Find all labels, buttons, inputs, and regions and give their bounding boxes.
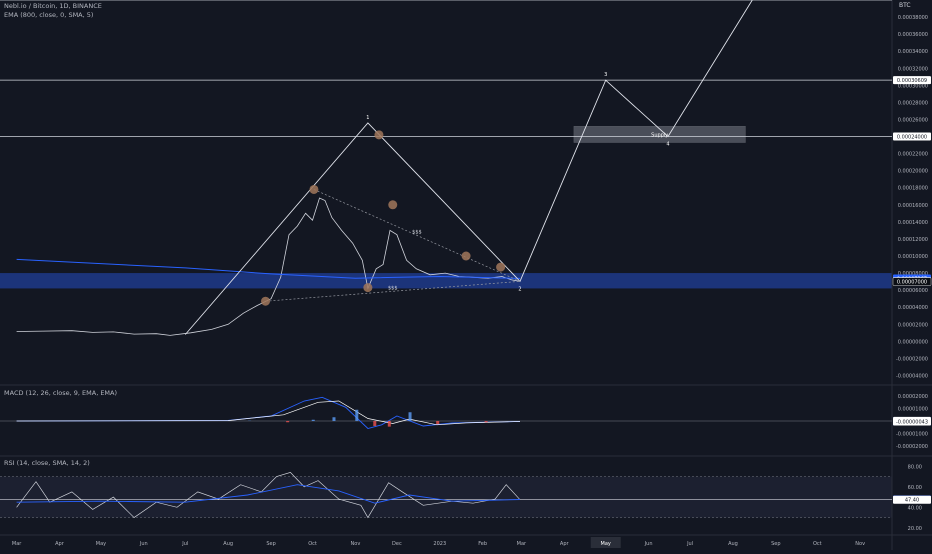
x-tick-label: Feb xyxy=(478,541,487,547)
x-tick-label: May xyxy=(96,541,106,547)
macd-histogram-bar xyxy=(409,412,412,421)
wave-label-2: 2 xyxy=(518,286,521,292)
macd-y-tick: -0.00002000 xyxy=(896,444,928,450)
trendline-label: $$$ xyxy=(412,229,422,235)
x-tick-label: Jun xyxy=(139,541,148,547)
y-tick-label: 0.00002000 xyxy=(898,322,928,328)
price-label: 0.00007000 xyxy=(897,280,927,286)
price-label: 0.00024000 xyxy=(897,135,927,141)
x-tick-label: 2023 xyxy=(433,541,446,547)
price-label: 0.00030609 xyxy=(897,78,927,84)
pivot-marker[interactable] xyxy=(496,263,505,272)
macd-histogram-bar xyxy=(312,420,315,421)
rsi-price-label: 47.40 xyxy=(905,498,919,504)
y-tick-label: 0.00004000 xyxy=(898,305,928,311)
chart-title: Nebl.io / Bitcoin, 1D, BINANCE xyxy=(4,2,102,10)
x-tick-label: Sep xyxy=(266,541,275,547)
y-tick-label: 0.00006000 xyxy=(898,288,928,294)
pivot-marker[interactable] xyxy=(261,297,270,306)
y-tick-label: 0.00020000 xyxy=(898,169,928,175)
pivot-marker[interactable] xyxy=(363,283,372,292)
y-tick-label: 0.00012000 xyxy=(898,237,928,243)
y-tick-label: 0.00032000 xyxy=(898,66,928,72)
rsi-y-tick: 80.00 xyxy=(908,464,922,470)
wave-label-4: 4 xyxy=(666,142,669,148)
wave-label-3: 3 xyxy=(604,72,607,78)
rsi-y-tick: 40.00 xyxy=(908,505,922,511)
x-tick-label: Jul xyxy=(686,541,693,547)
x-tick-label: Jul xyxy=(181,541,188,547)
macd-y-tick: -0.00001000 xyxy=(896,432,928,438)
x-tick-label: Apr xyxy=(560,541,570,547)
x-tick-label: Apr xyxy=(55,541,65,547)
x-tick-label: Oct xyxy=(813,541,822,547)
x-tick-label: Mar xyxy=(517,541,527,547)
pivot-marker[interactable] xyxy=(374,130,383,139)
y-tick-label: 0.00022000 xyxy=(898,152,928,158)
y-tick-label: 0.00016000 xyxy=(898,203,928,209)
x-tick-label: Aug xyxy=(223,541,233,547)
macd-histogram-bar xyxy=(436,421,439,424)
x-tick-label: Nov xyxy=(855,541,865,547)
x-tick-label: Jun xyxy=(644,541,653,547)
macd-legend: MACD (12, 26, close, 9, EMA, EMA) xyxy=(4,389,117,397)
macd-histogram-bar xyxy=(332,417,335,421)
x-tick-label: Sep xyxy=(771,541,780,547)
y-tick-label: 0.00034000 xyxy=(898,49,928,55)
y-tick-label: 0.00028000 xyxy=(898,100,928,106)
macd-histogram-bar xyxy=(355,410,358,421)
y-tick-label: 0.00030000 xyxy=(898,83,928,89)
rsi-legend: RSI (14, close, SMA, 14, 2) xyxy=(4,459,90,467)
rsi-y-tick: 60.00 xyxy=(908,485,922,491)
y-tick-label: 0.00000000 xyxy=(898,339,928,345)
x-tick-label: Nov xyxy=(351,541,361,547)
rsi-y-tick: 20.00 xyxy=(908,526,922,532)
wave-label-1: 1 xyxy=(366,115,369,121)
macd-histogram-bar xyxy=(388,421,391,427)
y-tick-label: -0.00004000 xyxy=(896,373,928,379)
macd-histogram-bar xyxy=(286,421,289,422)
y-tick-label: 0.00018000 xyxy=(898,186,928,192)
rsi-band xyxy=(0,477,892,518)
blue-zone-band xyxy=(0,273,892,288)
x-tick-label: Oct xyxy=(308,541,317,547)
trendline-label: $$$ xyxy=(388,285,398,291)
pivot-marker[interactable] xyxy=(462,252,471,261)
y-tick-label: -0.00002000 xyxy=(896,356,928,362)
macd-y-tick: 0.00002000 xyxy=(898,394,928,400)
x-tick-label: Dec xyxy=(392,541,402,547)
macd-histogram-bar xyxy=(485,421,488,422)
macd-histogram-bar xyxy=(373,421,376,426)
pivot-marker[interactable] xyxy=(388,200,397,209)
y-tick-label: 0.00014000 xyxy=(898,220,928,226)
y-tick-label: 0.00038000 xyxy=(898,15,928,21)
ema-legend: EMA (800, close, 0, SMA, 5) xyxy=(4,11,93,19)
supply-zone-label: Supply xyxy=(651,132,668,138)
pivot-marker[interactable] xyxy=(309,185,318,194)
y-tick-label: 0.00010000 xyxy=(898,254,928,260)
y-tick-label: 0.00026000 xyxy=(898,117,928,123)
y-tick-label: 0.00036000 xyxy=(898,32,928,38)
x-tick-label: May xyxy=(601,541,611,547)
macd-price-label: -0.00000043 xyxy=(896,420,928,426)
macd-y-tick: 0.00001000 xyxy=(898,407,928,413)
currency-label: BTC xyxy=(899,2,911,9)
x-tick-label: Mar xyxy=(12,541,22,547)
x-tick-label: Aug xyxy=(728,541,738,547)
